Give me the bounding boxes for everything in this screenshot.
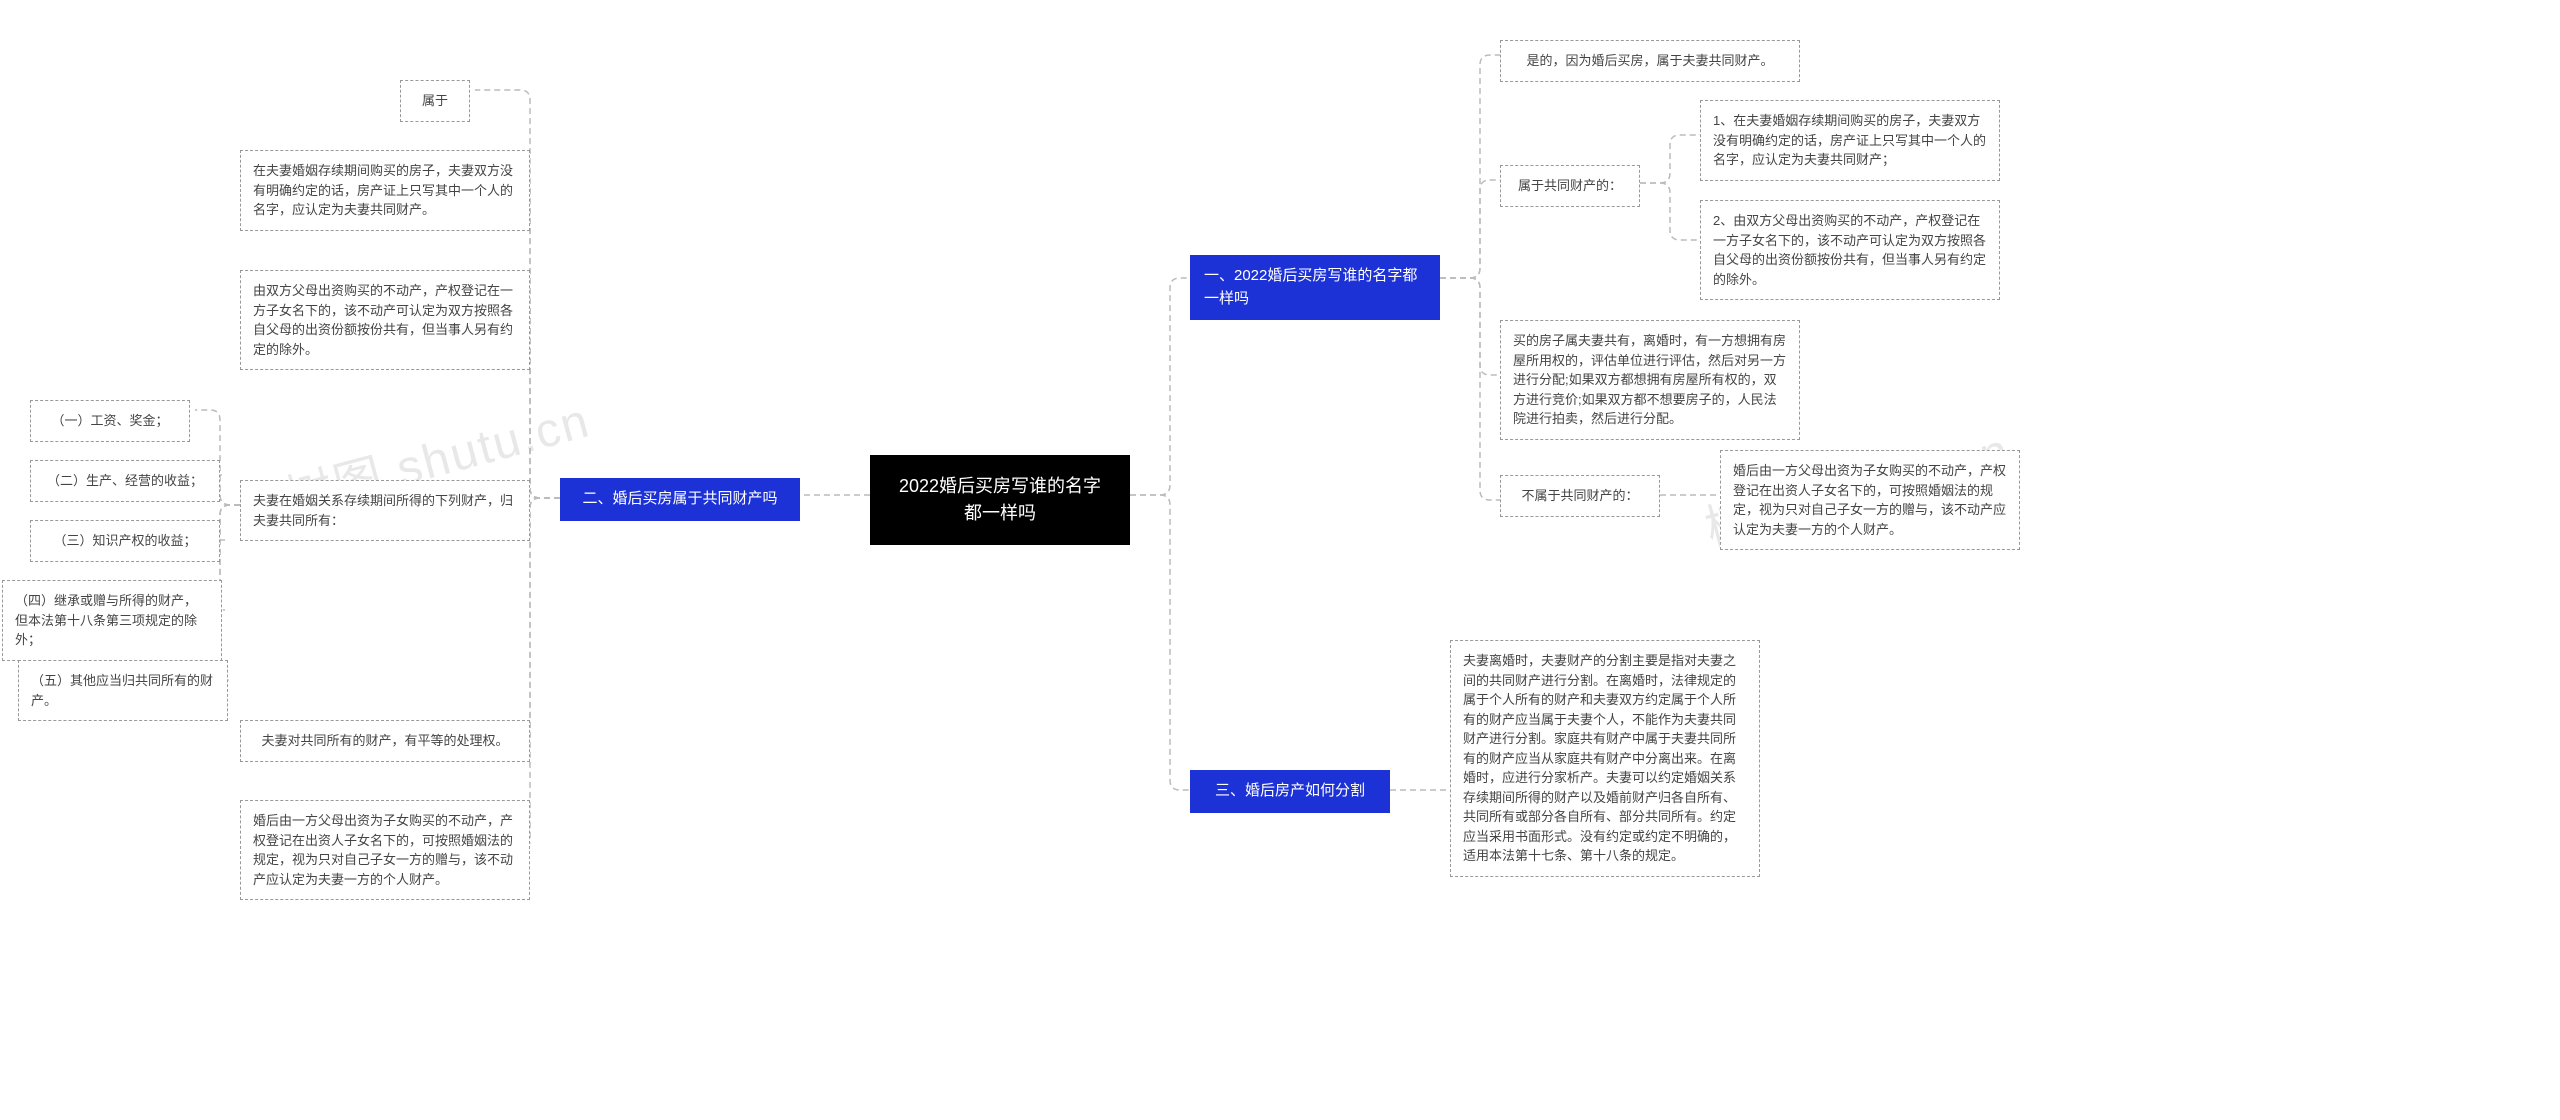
- branch-2: 二、婚后买房属于共同财产吗: [560, 478, 800, 521]
- branch-1: 一、2022婚后买房写谁的名字都一样吗: [1190, 255, 1440, 320]
- leaf-b2-l1: 属于: [400, 80, 470, 122]
- leaf-b2-l3: 由双方父母出资购买的不动产，产权登记在一方子女名下的，该不动产可认定为双方按照各…: [240, 270, 530, 370]
- leaf-b2-l4d: （四）继承或赠与所得的财产，但本法第十八条第三项规定的除外；: [2, 580, 222, 661]
- leaf-b1-l1: 是的，因为婚后买房，属于夫妻共同财产。: [1500, 40, 1800, 82]
- leaf-b2-l6: 婚后由一方父母出资为子女购买的不动产，产权登记在出资人子女名下的，可按照婚姻法的…: [240, 800, 530, 900]
- leaf-b2-l4a: （一）工资、奖金；: [30, 400, 190, 442]
- leaf-b1-l4label: 不属于共同财产的：: [1500, 475, 1660, 517]
- leaf-b1-l4a: 婚后由一方父母出资为子女购买的不动产，产权登记在出资人子女名下的，可按照婚姻法的…: [1720, 450, 2020, 550]
- leaf-b2-l4b: （二）生产、经营的收益；: [30, 460, 220, 502]
- leaf-b1-l2label: 属于共同财产的：: [1500, 165, 1640, 207]
- leaf-b2-l4c: （三）知识产权的收益；: [30, 520, 220, 562]
- branch-3: 三、婚后房产如何分割: [1190, 770, 1390, 813]
- leaf-b1-l2b: 2、由双方父母出资购买的不动产，产权登记在一方子女名下的，该不动产可认定为双方按…: [1700, 200, 2000, 300]
- leaf-b3: 夫妻离婚时，夫妻财产的分割主要是指对夫妻之间的共同财产进行分割。在离婚时，法律规…: [1450, 640, 1760, 877]
- leaf-b2-l4label: 夫妻在婚姻关系存续期间所得的下列财产，归夫妻共同所有：: [240, 480, 530, 541]
- leaf-b2-l5: 夫妻对共同所有的财产，有平等的处理权。: [240, 720, 530, 762]
- leaf-b2-l2: 在夫妻婚姻存续期间购买的房子，夫妻双方没有明确约定的话，房产证上只写其中一个人的…: [240, 150, 530, 231]
- leaf-b1-l2a: 1、在夫妻婚姻存续期间购买的房子，夫妻双方没有明确约定的话，房产证上只写其中一个…: [1700, 100, 2000, 181]
- leaf-b2-l4e: （五）其他应当归共同所有的财产。: [18, 660, 228, 721]
- leaf-b1-l3: 买的房子属夫妻共有，离婚时，有一方想拥有房屋所用权的，评估单位进行评估，然后对另…: [1500, 320, 1800, 440]
- root-node: 2022婚后买房写谁的名字都一样吗: [870, 455, 1130, 545]
